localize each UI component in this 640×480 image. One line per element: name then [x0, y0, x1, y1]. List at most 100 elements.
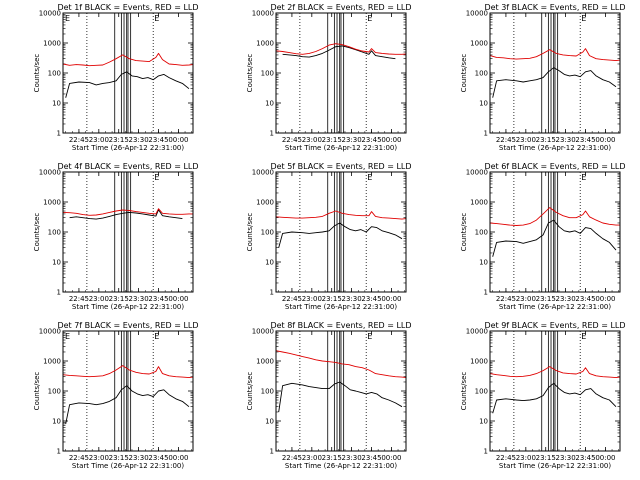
- x-tick-label: 22:45: [282, 295, 302, 303]
- x-tick-label: 00:00: [168, 295, 188, 303]
- y-tick-label: 10: [479, 418, 488, 426]
- y-axis-label: Counts/sec: [460, 213, 468, 252]
- marker-right: E: [154, 14, 159, 23]
- plot-frame: [62, 12, 194, 134]
- marker-right: E: [581, 332, 586, 341]
- plot-frame: [275, 12, 407, 134]
- y-tick-label: 1000: [470, 358, 488, 366]
- events-series-line: [69, 209, 183, 220]
- y-tick-label: 1000: [256, 358, 274, 366]
- y-tick-label: 1: [270, 448, 274, 456]
- x-tick-label: 23:45: [575, 295, 595, 303]
- y-tick-label: 100: [475, 70, 488, 78]
- y-tick-label: 10000: [252, 10, 274, 18]
- y-tick-label: 1000: [470, 199, 488, 207]
- x-tick-label: 00:00: [168, 136, 188, 144]
- interval-box: [340, 12, 345, 134]
- panel-title: Det 3f BLACK = Events, RED = LLD: [484, 3, 625, 12]
- x-tick-label: 22:45: [69, 295, 89, 303]
- interval-box: [327, 12, 335, 134]
- x-tick-label: 23:45: [361, 454, 381, 462]
- x-tick-label: 00:00: [381, 136, 401, 144]
- marker-left: E: [65, 332, 70, 341]
- y-axis-label: Counts/sec: [460, 372, 468, 411]
- y-tick-label: 100: [475, 388, 488, 396]
- x-tick-label: 22:45: [69, 454, 89, 462]
- x-tick-label: 23:00: [516, 295, 536, 303]
- x-axis-label: Start Time (26-Apr-12 22:31:00): [499, 462, 611, 470]
- y-axis-label: Counts/sec: [246, 213, 254, 252]
- y-tick-label: 1: [484, 289, 488, 297]
- events-series-line: [492, 219, 617, 257]
- panel-title: Det 9f BLACK = Events, RED = LLD: [484, 321, 625, 330]
- interval-box: [550, 12, 555, 134]
- interval-box: [336, 12, 341, 134]
- marker-right: E: [367, 14, 372, 23]
- panel-det-7: Det 7f BLACK = Events, RED = LLD Counts/s…: [33, 321, 199, 470]
- x-tick-label: 00:00: [595, 136, 615, 144]
- plot-frame: [275, 171, 407, 293]
- x-tick-label: 23:15: [109, 295, 129, 303]
- panel-det-3: Det 3f BLACK = Events, RED = LLD Counts/s…: [460, 3, 626, 152]
- x-tick-label: 00:00: [381, 295, 401, 303]
- x-tick-label: 23:45: [361, 136, 381, 144]
- x-tick-label: 23:30: [342, 295, 362, 303]
- y-tick-label: 10: [265, 100, 274, 108]
- marker-right: E: [581, 173, 586, 182]
- x-tick-label: 22:45: [496, 454, 516, 462]
- y-tick-label: 1000: [470, 40, 488, 48]
- x-tick-label: 23:45: [361, 295, 381, 303]
- panel-det-9: Det 9f BLACK = Events, RED = LLD Counts/s…: [460, 321, 626, 470]
- y-axis-label: Counts/sec: [246, 54, 254, 93]
- x-tick-label: 23:15: [109, 454, 129, 462]
- panel-title: Det 8f BLACK = Events, RED = LLD: [270, 321, 411, 330]
- y-tick-label: 1000: [43, 358, 61, 366]
- plot-frame: [62, 171, 194, 293]
- y-tick-label: 10000: [252, 328, 274, 336]
- panel-title: Det 1f BLACK = Events, RED = LLD: [57, 3, 198, 12]
- x-tick-label: 23:00: [89, 136, 109, 144]
- y-axis-label: Counts/sec: [460, 54, 468, 93]
- panel-title: Det 7f BLACK = Events, RED = LLD: [57, 321, 198, 330]
- events-series-line: [278, 222, 403, 248]
- y-tick-label: 100: [261, 229, 274, 237]
- marker-right: E: [367, 332, 372, 341]
- x-tick-label: 00:00: [595, 295, 615, 303]
- y-tick-label: 100: [475, 229, 488, 237]
- plot-frame: [489, 12, 621, 134]
- y-axis-label: Counts/sec: [33, 372, 41, 411]
- x-tick-label: 23:00: [516, 136, 536, 144]
- x-tick-label: 23:00: [302, 454, 322, 462]
- x-tick-label: 00:00: [595, 454, 615, 462]
- x-tick-label: 23:30: [342, 136, 362, 144]
- events-series-line: [492, 67, 617, 98]
- events-series-line: [278, 381, 403, 413]
- y-tick-label: 10000: [466, 169, 488, 177]
- y-tick-label: 100: [261, 388, 274, 396]
- x-tick-label: 23:00: [302, 136, 322, 144]
- y-tick-label: 10000: [39, 10, 61, 18]
- panel-title: Det 2f BLACK = Events, RED = LLD: [270, 3, 411, 12]
- plot-frame: [275, 330, 407, 452]
- x-tick-label: 00:00: [381, 454, 401, 462]
- interval-box: [550, 171, 555, 293]
- interval-box: [541, 330, 549, 452]
- lld-series-line: [489, 48, 621, 62]
- y-tick-label: 10: [265, 418, 274, 426]
- x-tick-label: 23:30: [129, 136, 149, 144]
- y-tick-label: 10000: [39, 169, 61, 177]
- interval-box: [127, 330, 132, 452]
- x-tick-label: 00:00: [168, 454, 188, 462]
- y-tick-label: 100: [48, 229, 61, 237]
- y-tick-label: 1000: [43, 40, 61, 48]
- panel-det-2: Det 2f BLACK = Events, RED = LLD Counts/s…: [246, 3, 412, 152]
- x-axis-label: Start Time (26-Apr-12 22:31:00): [499, 303, 611, 311]
- x-tick-label: 23:15: [322, 454, 342, 462]
- y-tick-label: 1000: [256, 40, 274, 48]
- panel-det-8: Det 8f BLACK = Events, RED = LLD Counts/s…: [246, 321, 412, 470]
- interval-box: [541, 171, 549, 293]
- x-tick-label: 23:45: [148, 454, 168, 462]
- x-axis-label: Start Time (26-Apr-12 22:31:00): [285, 144, 397, 152]
- interval-box: [554, 171, 559, 293]
